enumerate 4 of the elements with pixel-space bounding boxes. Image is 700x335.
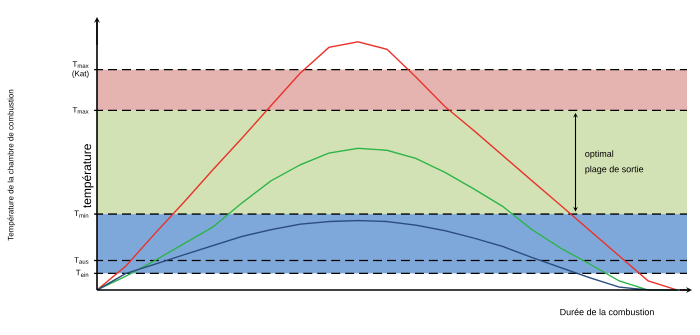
x-axis-title: Durée de la combustion — [560, 308, 654, 316]
annotation: plage de sortie — [585, 166, 644, 174]
y-axis-title: température — [82, 144, 94, 208]
annotation: optimal — [585, 150, 614, 159]
